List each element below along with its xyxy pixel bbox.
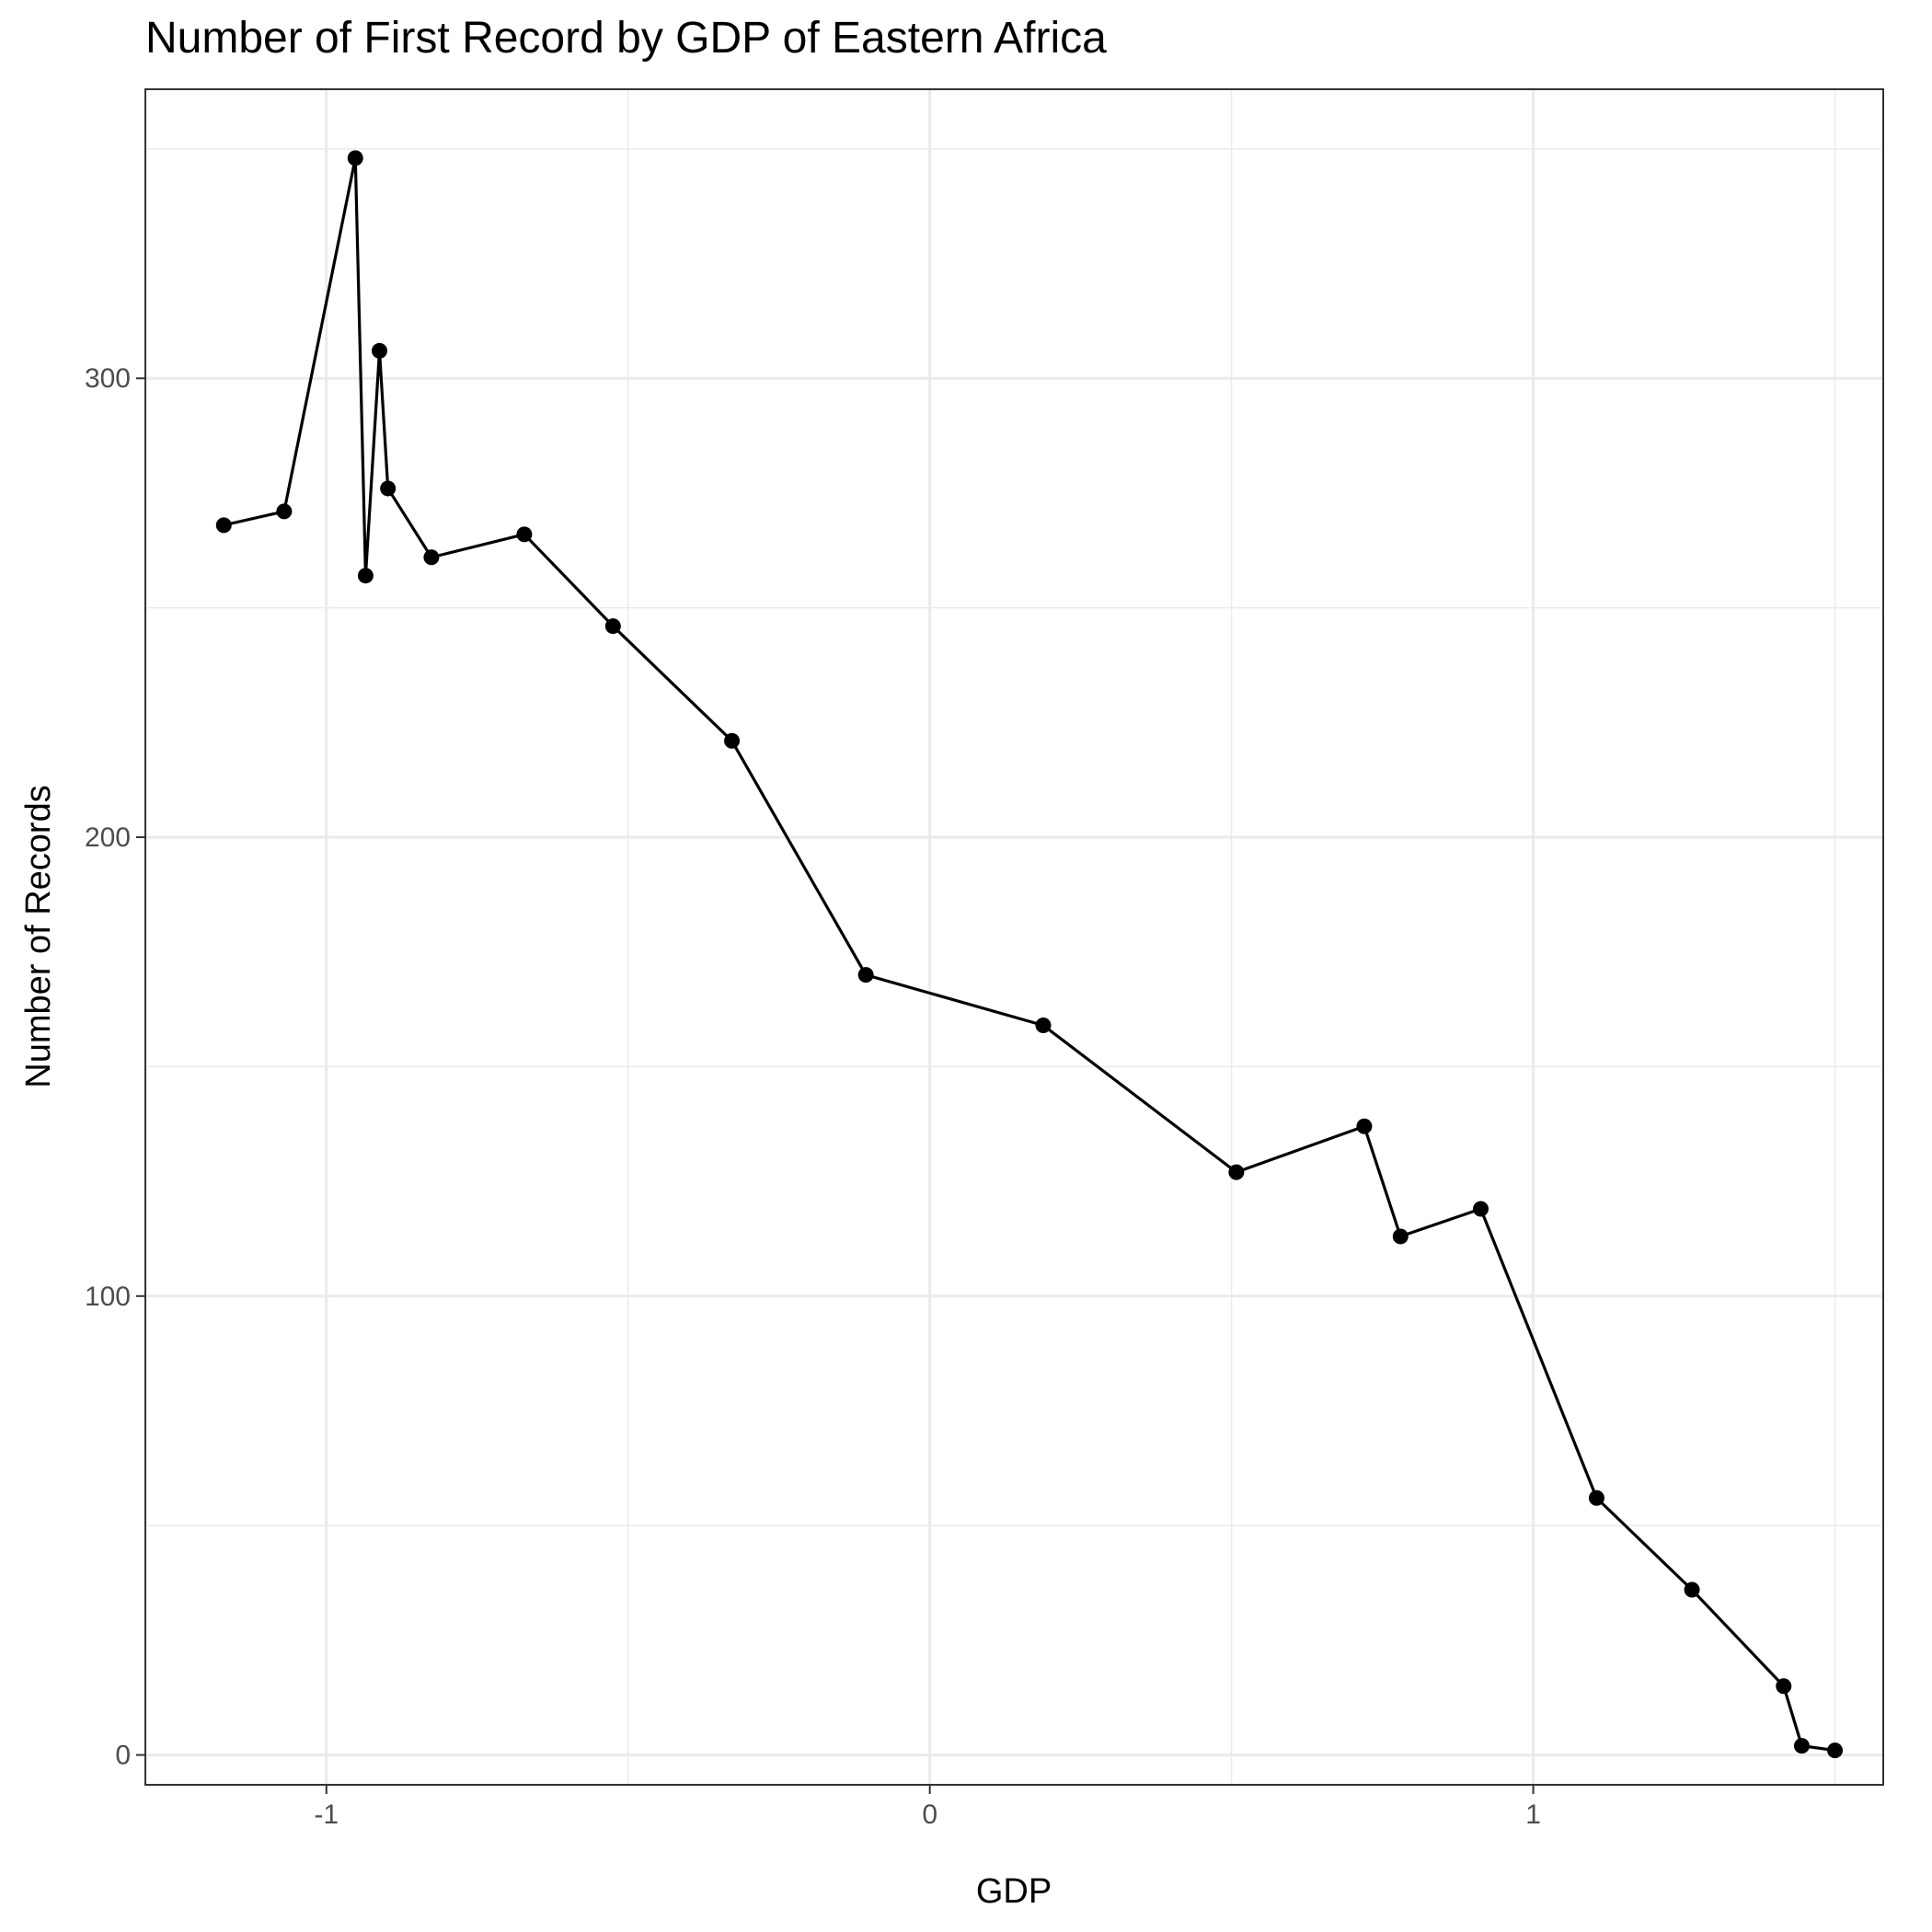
- chart-title: Number of First Record by GDP of Eastern…: [145, 14, 1107, 63]
- y-axis-title: Number of Records: [19, 785, 58, 1087]
- x-axis-title: GDP: [976, 1872, 1052, 1911]
- data-point: [347, 150, 363, 167]
- minor-gridlines: [145, 89, 1883, 1785]
- data-point: [215, 517, 232, 534]
- major-gridlines: [145, 89, 1883, 1785]
- data-point: [1228, 1164, 1245, 1180]
- data-point: [276, 503, 293, 520]
- data-point: [380, 480, 397, 497]
- data-point: [371, 342, 387, 359]
- x-tick-label: 1: [1525, 1800, 1541, 1830]
- data-point: [1035, 1018, 1052, 1034]
- y-tick-label: 300: [85, 363, 131, 394]
- y-tick-label: 100: [85, 1282, 131, 1312]
- data-point: [1793, 1738, 1810, 1754]
- x-tick-label: 0: [922, 1800, 937, 1830]
- data-point: [423, 549, 440, 566]
- data-point: [1473, 1201, 1489, 1217]
- y-tick-label: 0: [115, 1741, 131, 1771]
- data-point: [1684, 1581, 1700, 1598]
- data-point: [857, 967, 874, 983]
- y-tick-label: 200: [85, 822, 131, 853]
- x-tick-label: -1: [314, 1800, 339, 1830]
- data-point: [357, 568, 374, 584]
- data-point: [1776, 1678, 1792, 1695]
- data-point: [1356, 1118, 1373, 1134]
- plot-background: [145, 89, 1883, 1785]
- data-point: [1392, 1228, 1409, 1245]
- data-point: [604, 618, 621, 635]
- data-point: [1588, 1489, 1604, 1506]
- data-point: [1827, 1742, 1844, 1759]
- data-point: [724, 732, 741, 749]
- y-axis: 0 100 200 300: [85, 363, 145, 1771]
- data-point: [516, 526, 533, 543]
- series-layer: [215, 150, 1844, 1759]
- x-axis: -1 0 1: [314, 1785, 1541, 1830]
- plot-panel-border: [144, 88, 1884, 1786]
